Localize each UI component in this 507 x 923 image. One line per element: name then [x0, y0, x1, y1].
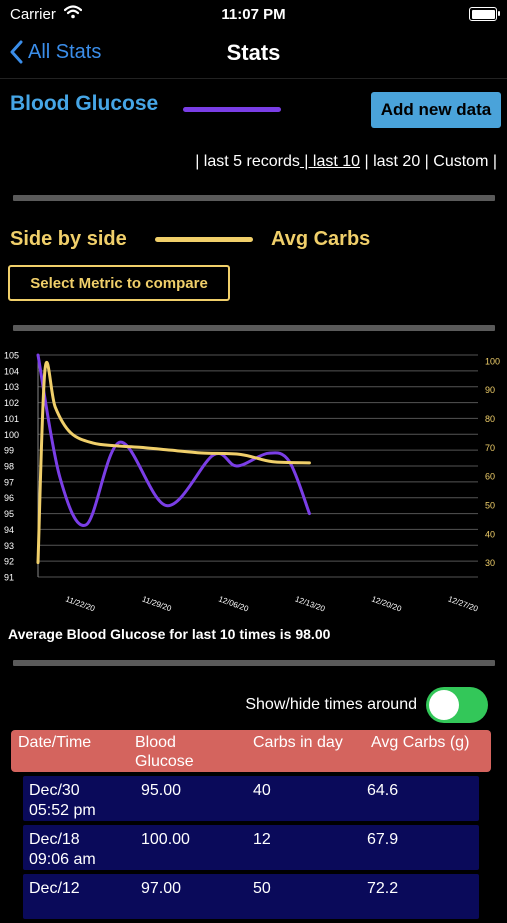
- y-left-tick-label: 99: [4, 446, 14, 456]
- table-header: Date/Time Blood Glucose Carbs in day Avg…: [11, 730, 491, 772]
- average-summary: Average Blood Glucose for last 10 times …: [8, 626, 331, 642]
- times-toggle-row: Show/hide times around: [0, 686, 507, 723]
- y-left-tick-label: 95: [4, 509, 14, 519]
- stats-chart: 105 104 103 102 101 100 99 98 97 96 95 94 93 92 91 100 9…: [4, 351, 500, 614]
- battery-icon: [469, 7, 500, 21]
- chevron-left-icon: [10, 40, 23, 64]
- y-left-tick-label: 102: [4, 398, 19, 408]
- y-left-tick-label: 94: [4, 525, 14, 535]
- cell-avg-carbs: 72.2: [367, 880, 399, 897]
- column-header-avg-carbs: Avg Carbs (g): [371, 734, 470, 751]
- x-tick-label: 11/29/20: [141, 594, 173, 613]
- cell-glucose: 100.00: [141, 831, 190, 848]
- back-button[interactable]: All Stats: [10, 40, 101, 64]
- y-left-tick-label: 97: [4, 477, 14, 487]
- y-left-tick-label: 104: [4, 366, 19, 376]
- data-table: Date/Time Blood Glucose Carbs in day Avg…: [11, 730, 491, 923]
- select-metric-button[interactable]: Select Metric to compare: [8, 265, 230, 301]
- column-header-date: Date/Time: [18, 734, 92, 751]
- y-right-tick-label: 30: [485, 558, 495, 568]
- y-right-tick-label: 100: [485, 356, 500, 366]
- y-left-tick-label: 100: [4, 430, 19, 440]
- cell-carbs: 12: [253, 831, 271, 848]
- toggle-knob: [429, 690, 459, 720]
- range-selector: | last 5 records | last 10 | last 20 | C…: [195, 153, 497, 171]
- status-bar: Carrier 11:07 PM: [0, 0, 507, 28]
- compare-metric-label: Avg Carbs: [271, 228, 371, 250]
- wifi-icon: [63, 5, 83, 23]
- metric-title: Blood Glucose: [10, 92, 159, 115]
- cell-avg-carbs: 64.6: [367, 782, 399, 799]
- y-right-tick-label: 80: [485, 414, 495, 424]
- range-last-10[interactable]: | last 10: [299, 153, 361, 170]
- page-title: Stats: [226, 40, 281, 65]
- x-tick-label: 12/20/20: [370, 594, 403, 613]
- table-row[interactable]: Dec/30 05:52 pm 95.00 40 64.6: [23, 776, 479, 821]
- avg-carbs-series-line: [36, 360, 311, 565]
- y-left-tick-label: 93: [4, 541, 14, 551]
- x-tick-label: 11/22/20: [64, 594, 96, 613]
- table-row[interactable]: Dec/12 97.00 50 72.2: [23, 874, 479, 919]
- cell-date: Dec/18 09:06 am: [29, 831, 96, 868]
- blood-glucose-series-line: [36, 353, 311, 527]
- y-left-tick-label: 91: [4, 573, 14, 583]
- metric-color-swatch: [183, 107, 281, 112]
- cell-date: Dec/12: [29, 880, 80, 897]
- y-right-tick-label: 60: [485, 472, 495, 482]
- section-divider: [13, 325, 495, 331]
- x-tick-label: 12/13/20: [294, 594, 327, 613]
- y-left-tick-label: 103: [4, 382, 19, 392]
- y-left-tick-label: 92: [4, 557, 14, 567]
- y-right-tick-label: 70: [485, 443, 495, 453]
- y-right-tick-label: 40: [485, 529, 495, 539]
- x-tick-label: 12/06/20: [217, 594, 250, 613]
- column-header-carbs: Carbs in day: [253, 734, 343, 751]
- y-left-tick-label: 98: [4, 462, 14, 472]
- toggle-label: Show/hide times around: [245, 696, 417, 713]
- cell-avg-carbs: 67.9: [367, 831, 399, 848]
- x-tick-label: 12/27/20: [447, 594, 480, 613]
- add-new-data-button[interactable]: Add new data: [371, 92, 501, 128]
- range-custom[interactable]: | Custom |: [420, 153, 497, 170]
- compare-title: Side by side: [10, 228, 127, 250]
- table-row[interactable]: Dec/18 09:06 am 100.00 12 67.9: [23, 825, 479, 870]
- navigation-bar: All Stats Stats: [0, 30, 507, 76]
- column-header-glucose: Blood Glucose: [135, 734, 194, 770]
- clock: 11:07 PM: [221, 6, 286, 23]
- section-divider: [13, 195, 495, 201]
- y-left-tick-label: 101: [4, 414, 19, 424]
- carrier-label: Carrier: [10, 6, 56, 23]
- cell-carbs: 40: [253, 782, 271, 799]
- back-label: All Stats: [28, 40, 102, 63]
- y-left-tick-label: 105: [4, 351, 19, 361]
- cell-glucose: 97.00: [141, 880, 182, 897]
- range-last-5[interactable]: | last 5 records: [195, 153, 300, 170]
- cell-date: Dec/30 05:52 pm: [29, 782, 96, 819]
- y-right-tick-label: 50: [485, 500, 495, 510]
- section-divider: [13, 660, 495, 666]
- compare-color-swatch: [155, 237, 253, 242]
- y-right-tick-label: 90: [485, 385, 495, 395]
- cell-carbs: 50: [253, 880, 271, 897]
- nav-divider: [0, 78, 507, 79]
- cell-glucose: 95.00: [141, 782, 182, 799]
- show-times-toggle[interactable]: [426, 687, 488, 723]
- y-left-tick-label: 96: [4, 493, 14, 503]
- range-last-20[interactable]: | last 20: [360, 153, 421, 170]
